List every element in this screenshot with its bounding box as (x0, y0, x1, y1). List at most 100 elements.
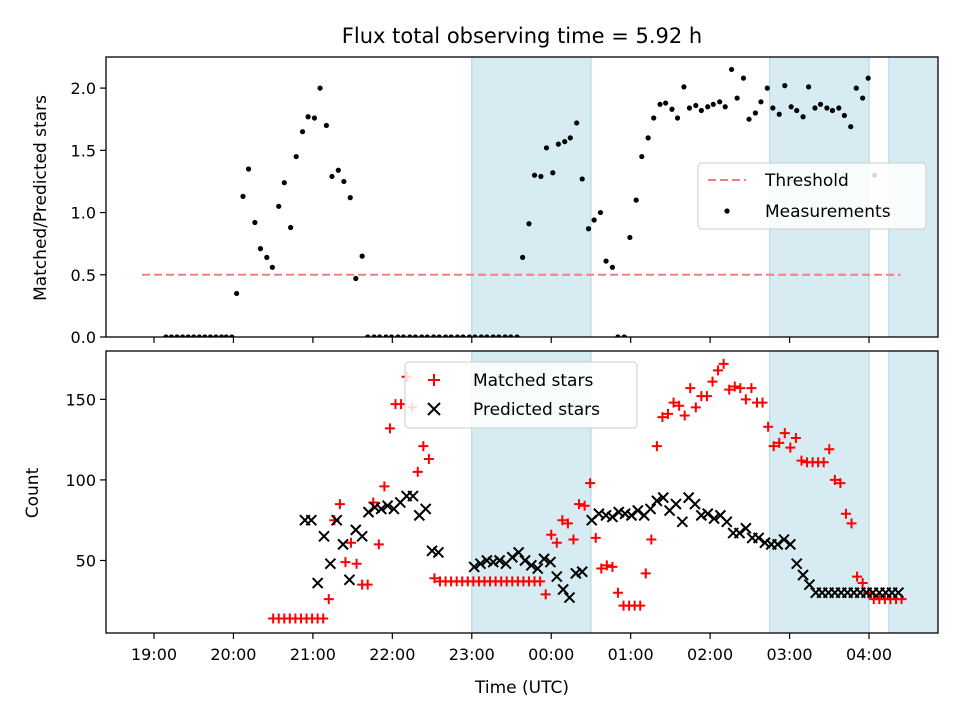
measurements-point (693, 102, 699, 109)
measurements-point (722, 104, 728, 110)
measurements-point (531, 172, 538, 178)
matched-stars-point (835, 478, 846, 489)
measurements-point (627, 234, 633, 241)
measurements-point (752, 110, 758, 116)
measurements-point (288, 224, 294, 231)
shaded-interval (471, 57, 592, 337)
measurements-point (860, 95, 866, 101)
measurements-point (865, 75, 871, 81)
count-y-axis-label: Count (23, 467, 43, 518)
measurements-point (841, 112, 847, 119)
ratio-panel: 0.0 0.5 1.0 1.5 2.0 Threshold Measurements (71, 56, 939, 347)
matched-stars-point (846, 518, 857, 529)
measurements-point (681, 84, 687, 90)
matched-stars-point (412, 466, 423, 477)
measurements-point (639, 153, 645, 160)
measurements-point (520, 254, 526, 260)
measurements-point (543, 145, 550, 151)
predicted-stars-point (625, 509, 638, 522)
measurements-point (526, 221, 532, 227)
measurements-point (538, 173, 544, 180)
measurements-point (347, 195, 353, 201)
matched-stars-point (418, 441, 429, 452)
predicted-stars-point (892, 587, 905, 599)
matched-stars-point (668, 397, 679, 408)
measurements-point (311, 115, 318, 121)
predicted-stars-point (407, 490, 419, 502)
predicted-stars-point (419, 503, 432, 515)
measurements-point (776, 111, 782, 117)
matched-stars-point (829, 474, 840, 485)
matched-stars-point (551, 537, 562, 548)
x-tick-label: 22:00 (369, 645, 415, 664)
predicted-stars-point (708, 512, 720, 525)
matched-stars-point (663, 408, 674, 419)
matched-stars-point (579, 500, 590, 511)
measurements-point (579, 176, 585, 182)
legend: Matched stars Predicted stars (404, 361, 638, 429)
matched-stars-point (562, 518, 573, 529)
matched-stars-point (796, 455, 807, 466)
predicted-stars-point (468, 561, 480, 573)
measurements-point (717, 99, 723, 105)
matched-stars-point (318, 613, 329, 624)
legend: Threshold Measurements (697, 162, 927, 230)
measurements-point (281, 180, 287, 186)
matched-stars-point (540, 589, 551, 600)
matched-stars-point (635, 600, 646, 611)
matched-stars-point (701, 391, 712, 402)
predicted-stars-point (606, 511, 619, 523)
measurements-point (698, 107, 704, 114)
x-tick-label: 19:00 (131, 645, 177, 664)
x-tick-label: 00:00 (528, 645, 574, 664)
measurements-point (812, 105, 818, 111)
matched-stars-point (852, 571, 863, 582)
measurements-point (734, 95, 740, 101)
matched-stars-point (607, 561, 618, 572)
predicted-stars-point (702, 508, 714, 520)
shaded-interval (888, 351, 938, 633)
matched-stars-point (646, 534, 657, 545)
matched-stars-point (857, 578, 868, 589)
predicted-stars-point (797, 569, 809, 581)
measurements-point (829, 107, 836, 114)
measurements-point (710, 101, 716, 107)
measurements-point (323, 122, 329, 129)
predicted-stars-point (657, 491, 669, 504)
measurements-point (341, 178, 347, 185)
predicted-stars-point (318, 530, 330, 543)
measurements-point (705, 104, 711, 110)
matched-stars-point (863, 587, 874, 598)
measurements-point (633, 197, 639, 203)
matched-stars-point (574, 499, 585, 510)
measurements-point (562, 139, 568, 145)
predicted-stars-point (311, 577, 324, 589)
x-tick-label: 04:00 (846, 645, 892, 664)
predicted-stars-point (784, 538, 797, 551)
measurements-point (782, 83, 788, 89)
measurements-point (276, 203, 282, 209)
measurements-point (550, 170, 556, 176)
legend-measurements-swatch (724, 208, 730, 214)
predicted-stars-point (676, 516, 689, 528)
matched-stars-point (818, 457, 829, 468)
legend-label: Matched stars (473, 371, 593, 391)
x-tick-label: 20:00 (210, 645, 256, 664)
matched-stars-point (724, 384, 735, 395)
matched-stars-point (785, 442, 796, 453)
predicted-stars-point (532, 562, 544, 575)
measurements-point (788, 104, 794, 110)
predicted-stars-point (474, 558, 487, 570)
predicted-stars-point (721, 516, 733, 528)
matched-stars-point (546, 529, 557, 540)
matched-stars-point (685, 383, 696, 394)
measurements-point (669, 106, 675, 112)
measurements-point (800, 114, 806, 120)
measurements-point (645, 135, 651, 141)
predicted-stars-point (576, 566, 588, 578)
matched-stars-point (423, 453, 434, 464)
matched-stars-point (763, 421, 774, 432)
matched-stars-point (323, 594, 334, 605)
measurements-point (609, 264, 615, 270)
